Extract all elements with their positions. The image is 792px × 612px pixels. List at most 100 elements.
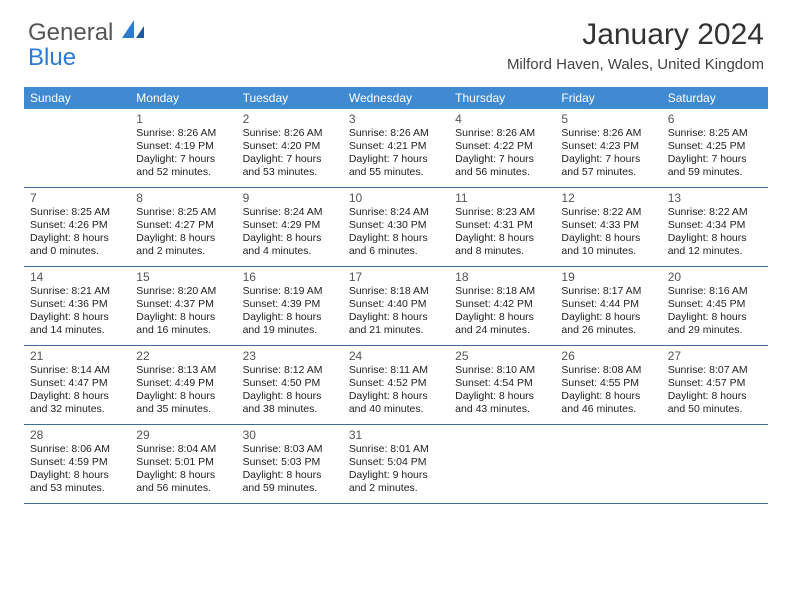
- day-header: Friday: [555, 87, 661, 109]
- daylight-text-2: and 29 minutes.: [668, 324, 762, 337]
- day-cell: 13Sunrise: 8:22 AMSunset: 4:34 PMDayligh…: [662, 188, 768, 266]
- month-title: January 2024: [507, 18, 764, 52]
- daylight-text-2: and 38 minutes.: [243, 403, 337, 416]
- sunrise-text: Sunrise: 8:23 AM: [455, 206, 549, 219]
- day-number: 21: [30, 349, 124, 363]
- sunset-text: Sunset: 4:50 PM: [243, 377, 337, 390]
- day-cell: 25Sunrise: 8:10 AMSunset: 4:54 PMDayligh…: [449, 346, 555, 424]
- day-number: 5: [561, 112, 655, 126]
- daylight-text-2: and 56 minutes.: [136, 482, 230, 495]
- daylight-text-2: and 53 minutes.: [30, 482, 124, 495]
- day-number: 31: [349, 428, 443, 442]
- daylight-text: Daylight: 7 hours: [455, 153, 549, 166]
- day-number: 23: [243, 349, 337, 363]
- sunset-text: Sunset: 4:23 PM: [561, 140, 655, 153]
- logo-text: General Blue: [28, 18, 146, 70]
- sunset-text: Sunset: 4:19 PM: [136, 140, 230, 153]
- sunset-text: Sunset: 4:33 PM: [561, 219, 655, 232]
- sunrise-text: Sunrise: 8:22 AM: [561, 206, 655, 219]
- day-cell: 6Sunrise: 8:25 AMSunset: 4:25 PMDaylight…: [662, 109, 768, 187]
- daylight-text-2: and 21 minutes.: [349, 324, 443, 337]
- sunset-text: Sunset: 5:03 PM: [243, 456, 337, 469]
- day-number: 20: [668, 270, 762, 284]
- logo-word-general: General: [28, 19, 113, 46]
- day-header: Sunday: [24, 87, 130, 109]
- day-cell: 28Sunrise: 8:06 AMSunset: 4:59 PMDayligh…: [24, 425, 130, 503]
- sunset-text: Sunset: 4:34 PM: [668, 219, 762, 232]
- sunset-text: Sunset: 4:45 PM: [668, 298, 762, 311]
- daylight-text: Daylight: 8 hours: [455, 390, 549, 403]
- daylight-text-2: and 8 minutes.: [455, 245, 549, 258]
- sunset-text: Sunset: 4:27 PM: [136, 219, 230, 232]
- day-cell: 15Sunrise: 8:20 AMSunset: 4:37 PMDayligh…: [130, 267, 236, 345]
- daylight-text: Daylight: 8 hours: [668, 232, 762, 245]
- day-header: Saturday: [662, 87, 768, 109]
- sunrise-text: Sunrise: 8:26 AM: [136, 127, 230, 140]
- sunrise-text: Sunrise: 8:10 AM: [455, 364, 549, 377]
- day-header: Wednesday: [343, 87, 449, 109]
- location: Milford Haven, Wales, United Kingdom: [507, 56, 764, 73]
- daylight-text-2: and 53 minutes.: [243, 166, 337, 179]
- daylight-text: Daylight: 7 hours: [561, 153, 655, 166]
- sunrise-text: Sunrise: 8:26 AM: [561, 127, 655, 140]
- day-cell: 16Sunrise: 8:19 AMSunset: 4:39 PMDayligh…: [237, 267, 343, 345]
- day-cell: 18Sunrise: 8:18 AMSunset: 4:42 PMDayligh…: [449, 267, 555, 345]
- week-row: 1Sunrise: 8:26 AMSunset: 4:19 PMDaylight…: [24, 109, 768, 188]
- day-cell: 10Sunrise: 8:24 AMSunset: 4:30 PMDayligh…: [343, 188, 449, 266]
- daylight-text-2: and 2 minutes.: [349, 482, 443, 495]
- daylight-text-2: and 2 minutes.: [136, 245, 230, 258]
- day-number: 7: [30, 191, 124, 205]
- sunrise-text: Sunrise: 8:26 AM: [349, 127, 443, 140]
- logo-word-blue: Blue: [28, 44, 76, 71]
- day-cell: 11Sunrise: 8:23 AMSunset: 4:31 PMDayligh…: [449, 188, 555, 266]
- daylight-text-2: and 16 minutes.: [136, 324, 230, 337]
- daylight-text: Daylight: 8 hours: [136, 311, 230, 324]
- day-cell: 30Sunrise: 8:03 AMSunset: 5:03 PMDayligh…: [237, 425, 343, 503]
- daylight-text: Daylight: 9 hours: [349, 469, 443, 482]
- daylight-text: Daylight: 8 hours: [561, 311, 655, 324]
- day-number: 1: [136, 112, 230, 126]
- daylight-text: Daylight: 8 hours: [561, 232, 655, 245]
- sunset-text: Sunset: 4:49 PM: [136, 377, 230, 390]
- daylight-text: Daylight: 8 hours: [668, 311, 762, 324]
- day-number: 12: [561, 191, 655, 205]
- sail-icon: [120, 18, 146, 40]
- day-number: 19: [561, 270, 655, 284]
- day-cell: [24, 109, 130, 187]
- daylight-text: Daylight: 8 hours: [243, 232, 337, 245]
- daylight-text-2: and 32 minutes.: [30, 403, 124, 416]
- daylight-text: Daylight: 8 hours: [243, 469, 337, 482]
- sunset-text: Sunset: 4:39 PM: [243, 298, 337, 311]
- week-row: 7Sunrise: 8:25 AMSunset: 4:26 PMDaylight…: [24, 188, 768, 267]
- daylight-text: Daylight: 7 hours: [243, 153, 337, 166]
- sunset-text: Sunset: 4:47 PM: [30, 377, 124, 390]
- day-cell: 1Sunrise: 8:26 AMSunset: 4:19 PMDaylight…: [130, 109, 236, 187]
- day-cell: 9Sunrise: 8:24 AMSunset: 4:29 PMDaylight…: [237, 188, 343, 266]
- daylight-text-2: and 46 minutes.: [561, 403, 655, 416]
- daylight-text: Daylight: 8 hours: [668, 390, 762, 403]
- day-cell: 31Sunrise: 8:01 AMSunset: 5:04 PMDayligh…: [343, 425, 449, 503]
- daylight-text-2: and 24 minutes.: [455, 324, 549, 337]
- day-number: 22: [136, 349, 230, 363]
- daylight-text: Daylight: 8 hours: [30, 390, 124, 403]
- daylight-text-2: and 6 minutes.: [349, 245, 443, 258]
- day-cell: 22Sunrise: 8:13 AMSunset: 4:49 PMDayligh…: [130, 346, 236, 424]
- sunset-text: Sunset: 4:29 PM: [243, 219, 337, 232]
- day-cell: [662, 425, 768, 503]
- daylight-text: Daylight: 8 hours: [30, 311, 124, 324]
- day-cell: [449, 425, 555, 503]
- day-number: 10: [349, 191, 443, 205]
- day-cell: 24Sunrise: 8:11 AMSunset: 4:52 PMDayligh…: [343, 346, 449, 424]
- day-number: 30: [243, 428, 337, 442]
- day-cell: 23Sunrise: 8:12 AMSunset: 4:50 PMDayligh…: [237, 346, 343, 424]
- day-number: 18: [455, 270, 549, 284]
- day-header-row: Sunday Monday Tuesday Wednesday Thursday…: [24, 87, 768, 109]
- sunset-text: Sunset: 5:04 PM: [349, 456, 443, 469]
- sunrise-text: Sunrise: 8:08 AM: [561, 364, 655, 377]
- day-header: Thursday: [449, 87, 555, 109]
- day-number: 11: [455, 191, 549, 205]
- daylight-text-2: and 59 minutes.: [668, 166, 762, 179]
- day-number: 25: [455, 349, 549, 363]
- sunrise-text: Sunrise: 8:11 AM: [349, 364, 443, 377]
- day-number: 8: [136, 191, 230, 205]
